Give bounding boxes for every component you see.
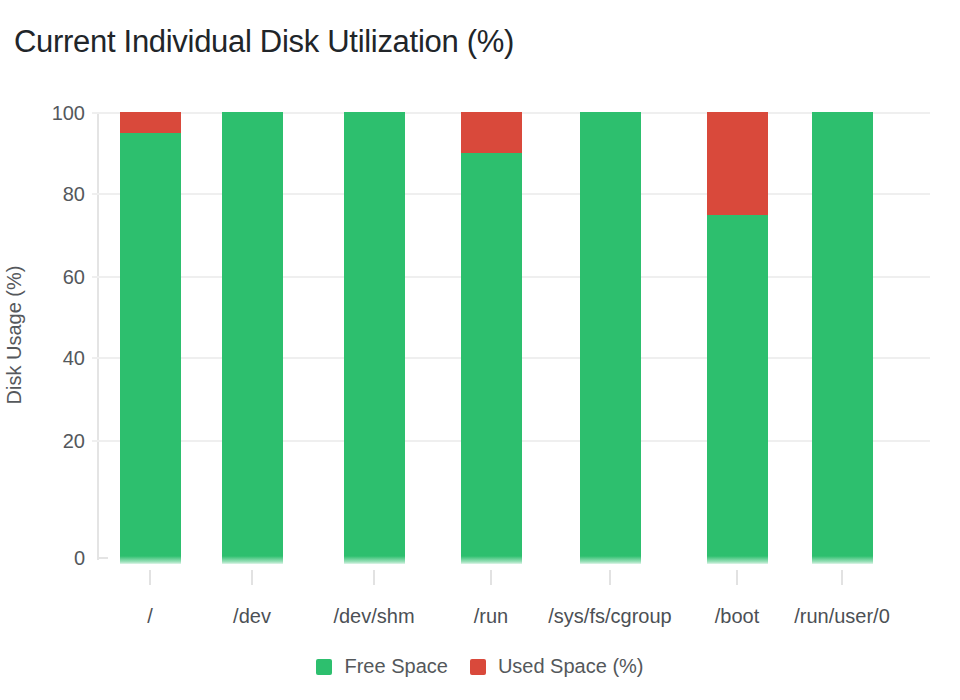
x-tick-mark bbox=[251, 570, 253, 585]
used-space-segment[interactable] bbox=[707, 112, 768, 215]
free-space-segment[interactable] bbox=[120, 133, 181, 564]
bar-/boot[interactable] bbox=[707, 112, 768, 564]
x-tick-mark bbox=[609, 570, 611, 585]
legend-label: Used Space (%) bbox=[498, 655, 644, 678]
y-tick-label: 0 bbox=[31, 546, 85, 570]
used-space-segment[interactable] bbox=[120, 112, 181, 133]
free-space-segment[interactable] bbox=[812, 112, 873, 564]
bar-/run/user/0[interactable] bbox=[812, 112, 873, 564]
x-tick-mark bbox=[149, 570, 151, 585]
x-category-label: /dev bbox=[233, 604, 271, 628]
bar-/run[interactable] bbox=[461, 112, 522, 564]
x-category-label: /run/user/0 bbox=[794, 604, 890, 628]
y-tick-label: 60 bbox=[31, 265, 85, 289]
y-tick-label: 20 bbox=[31, 429, 85, 453]
x-category-label: /run bbox=[474, 604, 508, 628]
x-tick-mark bbox=[841, 570, 843, 585]
x-category-label: / bbox=[147, 604, 153, 628]
legend-item-used-space[interactable]: Used Space (%) bbox=[470, 655, 644, 678]
y-tick-label: 80 bbox=[31, 182, 85, 206]
x-category-label: /dev/shm bbox=[333, 604, 414, 628]
free-space-segment[interactable] bbox=[580, 112, 641, 564]
y-tick-label: 40 bbox=[31, 346, 85, 370]
x-category-label: /boot bbox=[715, 604, 759, 628]
plot-area: 100806040200 //dev/dev/shm/run/sys/fs/cg… bbox=[97, 113, 930, 558]
y-axis-title: Disk Usage (%) bbox=[3, 266, 26, 405]
bar-/[interactable] bbox=[120, 112, 181, 564]
y-tick-label: 100 bbox=[31, 101, 85, 125]
disk-utilization-chart: Current Individual Disk Utilization (%) … bbox=[0, 0, 960, 700]
zero-tick-mark bbox=[97, 557, 108, 559]
free-space-segment[interactable] bbox=[222, 112, 283, 564]
bar-/sys/fs/cgroup[interactable] bbox=[580, 112, 641, 564]
chart-legend: Free Space Used Space (%) bbox=[0, 655, 960, 678]
y-axis-line bbox=[97, 113, 99, 560]
x-category-label: /sys/fs/cgroup bbox=[548, 604, 671, 628]
legend-label: Free Space bbox=[344, 655, 447, 678]
used-space-segment[interactable] bbox=[461, 112, 522, 153]
free-space-segment[interactable] bbox=[707, 215, 768, 564]
free-space-segment[interactable] bbox=[344, 112, 405, 564]
used-space-swatch-icon bbox=[470, 659, 486, 675]
x-tick-mark bbox=[736, 570, 738, 585]
free-space-segment[interactable] bbox=[461, 153, 522, 564]
bar-/dev/shm[interactable] bbox=[344, 112, 405, 564]
legend-item-free-space[interactable]: Free Space bbox=[316, 655, 447, 678]
x-tick-mark bbox=[490, 570, 492, 585]
chart-title: Current Individual Disk Utilization (%) bbox=[14, 24, 514, 60]
x-tick-mark bbox=[373, 570, 375, 585]
bar-/dev[interactable] bbox=[222, 112, 283, 564]
free-space-swatch-icon bbox=[316, 659, 332, 675]
